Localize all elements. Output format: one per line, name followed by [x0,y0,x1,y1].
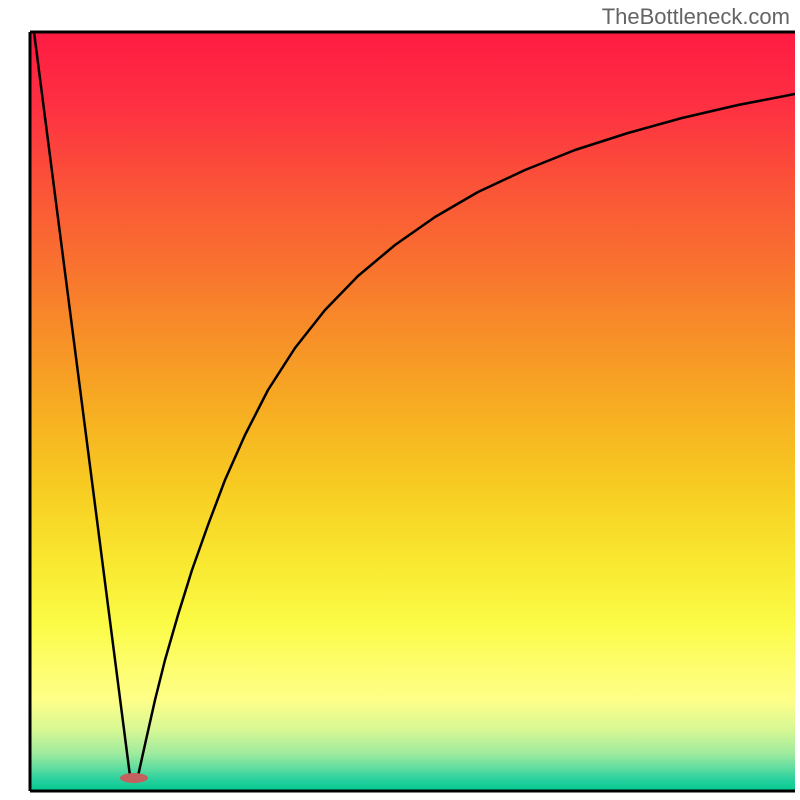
attribution-text: TheBottleneck.com [602,4,790,30]
bottleneck-chart [0,0,800,800]
minimum-marker [120,773,148,783]
plot-background [30,32,795,791]
chart-container: TheBottleneck.com [0,0,800,800]
